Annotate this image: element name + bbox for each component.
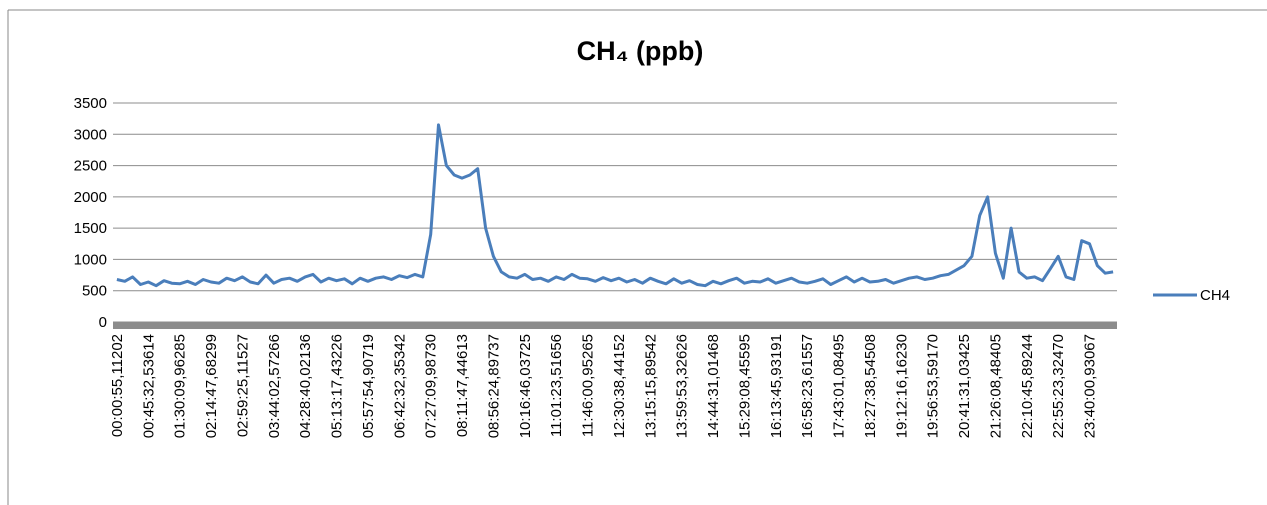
x-tick-label: 15:29:08,45595 <box>736 334 753 438</box>
x-axis-band <box>113 322 1117 329</box>
x-tick-label: 02:14:47,68299 <box>203 334 220 438</box>
x-tick-label: 12:30:38,44152 <box>611 334 628 438</box>
x-tick-label: 23:40:00,93067 <box>1082 334 1099 438</box>
y-tick-label: 2000 <box>74 189 107 206</box>
x-tick-label: 11:46:00,95265 <box>580 334 597 437</box>
legend-label: CH4 <box>1200 287 1230 304</box>
y-tick-label: 1000 <box>74 251 107 268</box>
x-tick-label: 22:55:23,32470 <box>1050 334 1067 438</box>
x-tick-label: 20:41:31,03425 <box>956 334 973 438</box>
x-tick-label: 07:27:09,98730 <box>423 334 440 438</box>
y-tick-label: 3000 <box>74 126 107 143</box>
chart-title: CH₄ (ppb) <box>577 36 704 66</box>
x-tick-label: 00:45:32,53614 <box>140 334 157 438</box>
x-tick-label: 00:00:55,11202 <box>109 334 126 437</box>
x-tick-label: 21:26:08,48405 <box>987 334 1004 438</box>
x-tick-label: 13:59:53,32626 <box>674 334 691 438</box>
x-tick-label: 06:42:32,35342 <box>391 334 408 438</box>
x-tick-label: 01:30:09,96285 <box>172 334 189 438</box>
x-tick-label: 11:01:23,51656 <box>548 334 565 437</box>
x-tick-label: 14:44:31,01468 <box>705 334 722 438</box>
y-tick-label: 2500 <box>74 158 107 175</box>
x-tick-label: 16:13:45,93191 <box>768 334 785 438</box>
x-tick-label: 19:56:53,59170 <box>925 334 942 438</box>
x-tick-label: 08:11:47,44613 <box>454 334 471 437</box>
x-tick-label: 22:10:45,89244 <box>1019 334 1036 438</box>
x-tick-label: 08:56:24,89737 <box>485 334 502 438</box>
x-tick-label: 05:57:54,90719 <box>360 334 377 438</box>
y-tick-label: 0 <box>99 314 107 331</box>
x-tick-label: 03:44:02,57266 <box>266 334 283 438</box>
x-tick-label: 19:12:16,16230 <box>893 334 910 438</box>
y-tick-label: 1500 <box>74 220 107 237</box>
y-tick-label: 500 <box>82 283 107 300</box>
x-tick-label: 13:15:15,89542 <box>642 334 659 438</box>
x-tick-label: 10:16:46,03725 <box>517 334 534 438</box>
x-tick-label: 18:27:38,54508 <box>862 334 879 438</box>
x-tick-label: 02:59:25,11527 <box>234 334 251 437</box>
series-line <box>116 123 1114 288</box>
x-tick-label: 16:58:23,61557 <box>799 334 816 438</box>
x-tick-label: 17:43:01,08495 <box>831 334 848 438</box>
y-tick-label: 3500 <box>74 95 107 112</box>
x-tick-label: 05:13:17,43226 <box>329 334 346 438</box>
x-tick-label: 04:28:40,02136 <box>297 334 314 438</box>
